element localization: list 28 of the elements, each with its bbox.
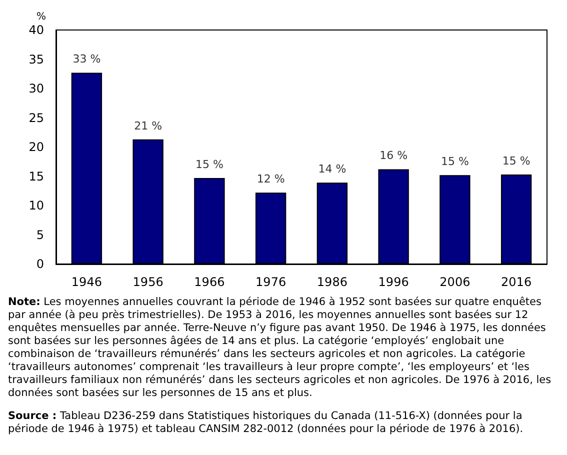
y-tick-label: 20 xyxy=(28,140,44,154)
data-label: 33 % xyxy=(72,52,101,66)
x-tick-label: 1946 xyxy=(71,275,102,289)
x-tick-label: 1986 xyxy=(316,275,348,289)
data-label: 15 % xyxy=(195,158,224,172)
y-tick-label: 5 xyxy=(36,228,44,242)
x-tick-label: 2006 xyxy=(440,275,470,289)
source-note: Source : Tableau D236-259 dans Statistiques historiques du Canada (11-516-X) (données pour la période de 1946 à 1975) et tableau CANSIM 282-0012 (données pour la période de 1976 à 2016). xyxy=(8,410,524,436)
data-label: 21 % xyxy=(134,119,162,132)
y-tick-label: 25 xyxy=(28,110,44,125)
y-tick-label: 40 xyxy=(28,23,44,37)
data-label: 12 % xyxy=(256,172,285,186)
y-tick-label: 35 xyxy=(28,52,44,66)
y-tick-label: 30 xyxy=(28,82,44,96)
x-tick-label: 1976 xyxy=(256,275,286,289)
data-label: 14 % xyxy=(318,162,346,176)
x-tick-label: 1966 xyxy=(194,275,225,289)
y-tick-label: 10 xyxy=(28,198,44,212)
y-tick-label: 0 xyxy=(36,257,44,271)
x-tick-label: 1956 xyxy=(132,275,164,289)
y-axis-title: % xyxy=(36,12,46,22)
y-tick-label: 15 xyxy=(28,169,44,184)
x-tick-label: 1996 xyxy=(378,275,409,289)
data-label: 15 % xyxy=(440,155,469,168)
text: Note: Les moyennes annuelles couvrant la période de 1946 à 1952 sont basées sur quatre enquêtes par année (à peu près trimestrielles). De 1953 à 2016, les moyennes annuelles sont basées sur 12 enquêtes mensuelles par année. Terre-Neuve n’y figure pas avant 1950. De 1946 à 1975, les données sont basées sur les personnes âgées de 14 ans et plus. La catégorie ‘employés’ englobait une combinaison de ‘travailleurs rémunérés’ dans les secteurs agricoles et non agricoles. La catégorie ‘travailleurs autonomes’ comprenait ‘les travailleurs à leur propre compte’, ‘les employeurs’ et ‘les travailleurs familiaux non rémunérés’ dans les secteurs agricoles et non agricoles. De 1976 à 2016, les données sont basées sur les personnes de 15 ans et plus. xyxy=(8,296,552,399)
data-label: 16 % xyxy=(380,149,408,162)
x-tick-label: 2016 xyxy=(501,275,532,289)
data-label: 15 % xyxy=(502,154,530,168)
